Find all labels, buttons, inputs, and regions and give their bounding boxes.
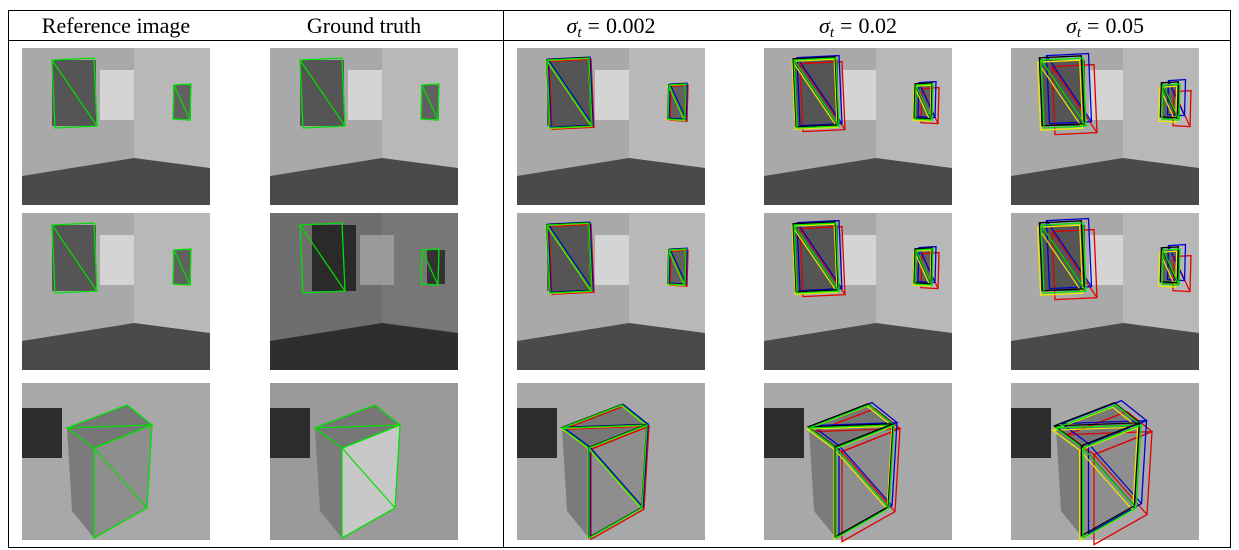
result-image <box>22 213 210 370</box>
header-subscript: t <box>1077 25 1081 41</box>
keyboard <box>22 408 62 458</box>
keyboard <box>517 408 557 458</box>
page: {"table": {"headers": [ {"text": "Refere… <box>0 0 1239 550</box>
result-image <box>517 383 705 540</box>
result-image <box>270 383 458 540</box>
result-image <box>1011 213 1199 370</box>
column-header: σt =0.02 <box>738 12 978 40</box>
keyboard <box>764 408 804 458</box>
result-image <box>764 213 952 370</box>
header-subscript: t <box>830 25 834 41</box>
whiteboard <box>348 70 382 120</box>
whiteboard <box>595 70 629 120</box>
whiteboard <box>100 235 134 285</box>
result-image <box>1011 48 1199 205</box>
result-image <box>270 48 458 205</box>
header-equals: = <box>840 13 852 38</box>
header-value: 0.02 <box>858 13 897 38</box>
header-symbol: σ <box>819 13 830 38</box>
whiteboard <box>842 235 876 285</box>
header-equals: = <box>588 13 600 38</box>
header-text: Ground truth <box>307 13 421 38</box>
result-image <box>764 48 952 205</box>
poster <box>312 225 356 291</box>
result-image <box>1011 383 1199 545</box>
result-image <box>764 383 952 542</box>
keyboard <box>1011 408 1051 458</box>
result-image <box>517 213 705 370</box>
header-text: Reference image <box>42 13 190 38</box>
whiteboard <box>360 235 394 285</box>
column-header: Reference image <box>0 12 236 40</box>
header-equals: = <box>1087 13 1099 38</box>
column-header: σt =0.002 <box>491 12 731 40</box>
header-symbol: σ <box>1066 13 1077 38</box>
result-image <box>517 48 705 205</box>
keyboard <box>270 408 310 458</box>
whiteboard <box>842 70 876 120</box>
column-header: Ground truth <box>244 12 484 40</box>
whiteboard <box>595 235 629 285</box>
header-value: 0.05 <box>1105 13 1144 38</box>
header-subscript: t <box>577 25 581 41</box>
figure-table <box>0 0 1239 550</box>
column-header: σt =0.05 <box>985 12 1225 40</box>
result-image <box>22 383 210 540</box>
whiteboard <box>100 70 134 120</box>
result-image <box>22 48 210 205</box>
header-value: 0.002 <box>606 13 656 38</box>
header-symbol: σ <box>567 13 578 38</box>
result-image <box>270 213 458 370</box>
